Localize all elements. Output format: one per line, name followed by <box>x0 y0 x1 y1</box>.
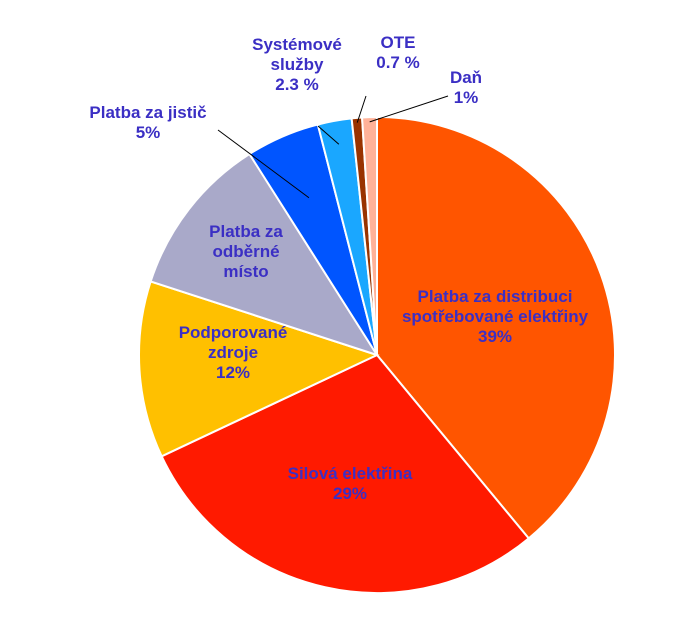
leader-line-5 <box>217 129 310 199</box>
pie-slices <box>138 115 616 594</box>
pie-slice-4 <box>149 152 380 357</box>
slice-label-8: Daň 1% <box>450 68 482 107</box>
leader-lines <box>217 95 449 199</box>
slice-label-line: Silová elektřina <box>288 464 413 483</box>
slice-label-line: 39% <box>478 327 512 346</box>
slice-label-3: Podporované zdroje 12% <box>179 323 288 382</box>
slice-labels: Platba za distribuci spotřebované elektři… <box>89 33 588 503</box>
slice-label-line: 12% <box>216 363 250 382</box>
slice-label-line: zdroje <box>208 343 258 362</box>
leader-line-7 <box>356 95 367 123</box>
pie-slice-2 <box>160 353 531 594</box>
slice-label-line: Platba za distribuci <box>418 287 573 306</box>
slice-label-1: Platba za distribuci spotřebované elektři… <box>402 287 589 346</box>
slice-label-line: Podporované <box>179 323 288 342</box>
slice-label-line: spotřebované elektřiny <box>402 307 589 326</box>
slice-label-7: OTE 0.7 % <box>376 33 419 72</box>
slice-label-line: 2.3 % <box>275 75 318 94</box>
pie-slice-3 <box>138 280 380 458</box>
slice-label-line: služby <box>271 55 324 74</box>
slice-label-5: Platba za jistič 5% <box>89 103 206 142</box>
slice-label-line: Daň <box>450 68 482 87</box>
leader-line-8 <box>369 95 449 123</box>
slice-label-line: Systémové <box>252 35 342 54</box>
slice-label-6: Systémové služby 2.3 % <box>252 35 342 94</box>
slice-label-line: Platba za <box>209 222 283 241</box>
slice-label-line: 29% <box>333 484 367 503</box>
pie-slice-1 <box>376 115 616 540</box>
slice-label-4: Platba za odběrné místo <box>209 222 283 281</box>
slice-label-line: 5% <box>136 123 161 142</box>
slice-label-line: OTE <box>381 33 416 52</box>
slice-label-line: odběrné <box>212 242 279 261</box>
slice-label-line: Platba za jistič <box>89 103 206 122</box>
slice-label-line: 0.7 % <box>376 53 419 72</box>
pie-slice-8 <box>360 115 378 356</box>
slice-label-line: místo <box>223 262 268 281</box>
slice-label-line: 1% <box>454 88 479 107</box>
slice-label-2: Silová elektřina 29% <box>288 464 413 503</box>
leader-line-6 <box>317 125 340 145</box>
